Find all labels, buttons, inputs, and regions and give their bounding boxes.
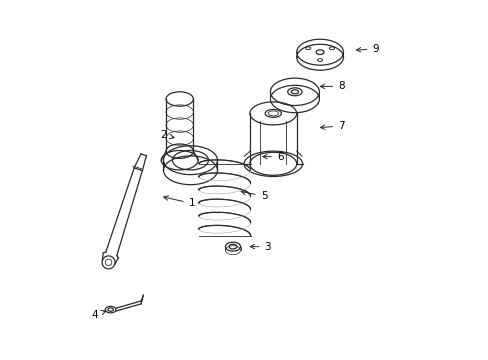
Text: 8: 8 <box>320 81 344 91</box>
Text: 3: 3 <box>250 242 270 252</box>
Text: 4: 4 <box>91 310 106 320</box>
Text: 1: 1 <box>163 196 195 208</box>
Text: 9: 9 <box>356 44 378 54</box>
Text: 2: 2 <box>160 130 174 140</box>
Text: 7: 7 <box>320 121 344 131</box>
Text: 5: 5 <box>241 190 267 201</box>
Text: 6: 6 <box>262 152 283 162</box>
